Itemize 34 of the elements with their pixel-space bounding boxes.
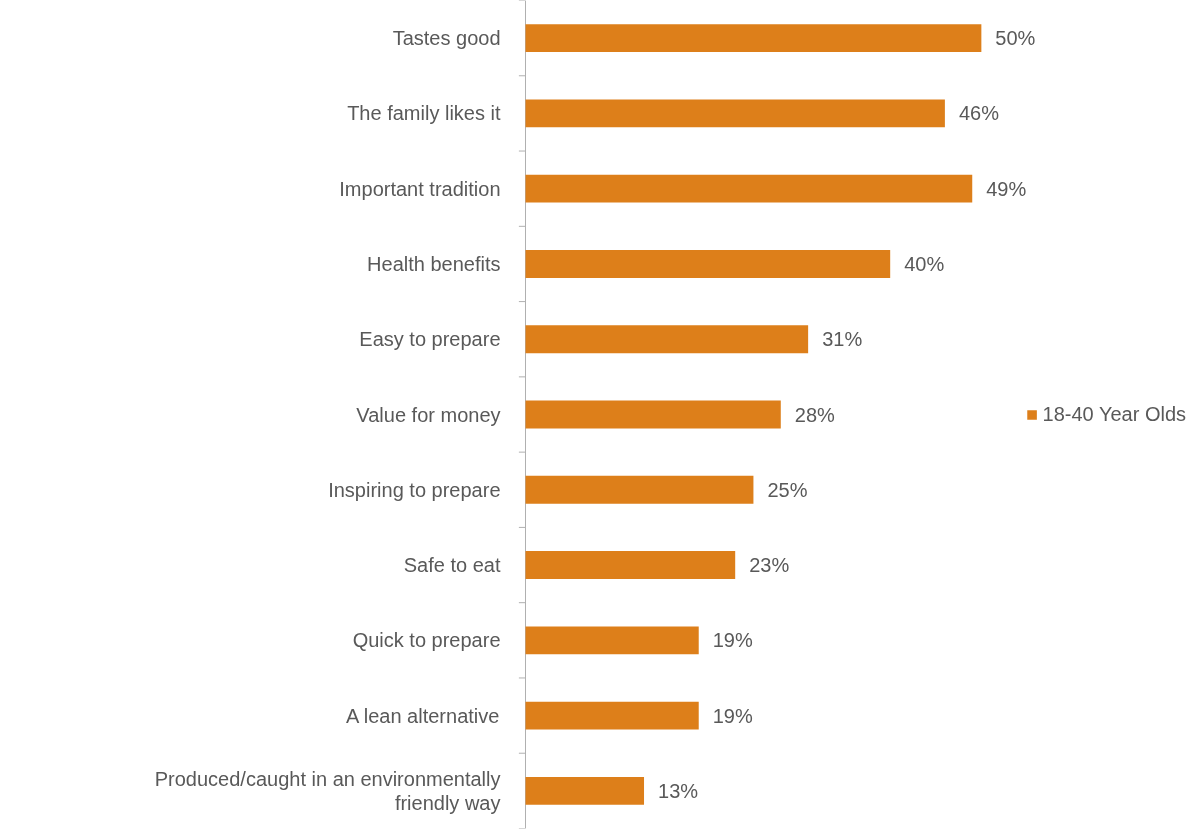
- y-tick-label: Value for money: [356, 403, 501, 426]
- y-tick-label: Safe to eat: [403, 554, 501, 577]
- data-label: 49%: [986, 177, 1027, 200]
- data-label: 25%: [767, 478, 808, 501]
- bar: [525, 174, 973, 203]
- bar: [525, 776, 645, 805]
- y-tick-label: Produced/caught in an environmentally friendly way: [154, 767, 501, 814]
- bar: [525, 701, 699, 730]
- data-label: 50%: [995, 27, 1036, 50]
- bar: [525, 400, 781, 429]
- bar: [525, 99, 945, 128]
- data-label: 28%: [794, 403, 836, 426]
- bar: [525, 626, 699, 655]
- data-label: 19%: [712, 704, 753, 727]
- y-tick-label: Easy to prepare: [359, 328, 501, 351]
- data-label: 46%: [958, 102, 1000, 125]
- y-tick-label: Quick to prepare: [352, 629, 501, 652]
- bar: [525, 475, 754, 504]
- y-tick-label: A lean alternative: [345, 704, 500, 727]
- y-tick-label: Inspiring to prepare: [328, 478, 501, 501]
- bar: [525, 325, 809, 354]
- bar: [525, 551, 736, 579]
- bar: [525, 24, 982, 53]
- data-label: 23%: [749, 554, 790, 577]
- bar: [525, 250, 891, 278]
- data-label: 13%: [658, 779, 699, 802]
- data-label: 31%: [822, 328, 863, 351]
- data-label: 40%: [904, 252, 945, 275]
- y-tick-label: Tastes good: [392, 27, 501, 50]
- y-tick-label: Health benefits: [367, 252, 501, 275]
- y-tick-label: The family likes it: [347, 102, 501, 125]
- legend-label: 18-40 Year Olds: [1042, 402, 1186, 426]
- data-label: 19%: [712, 629, 753, 652]
- y-tick-label: Important tradition: [339, 177, 501, 200]
